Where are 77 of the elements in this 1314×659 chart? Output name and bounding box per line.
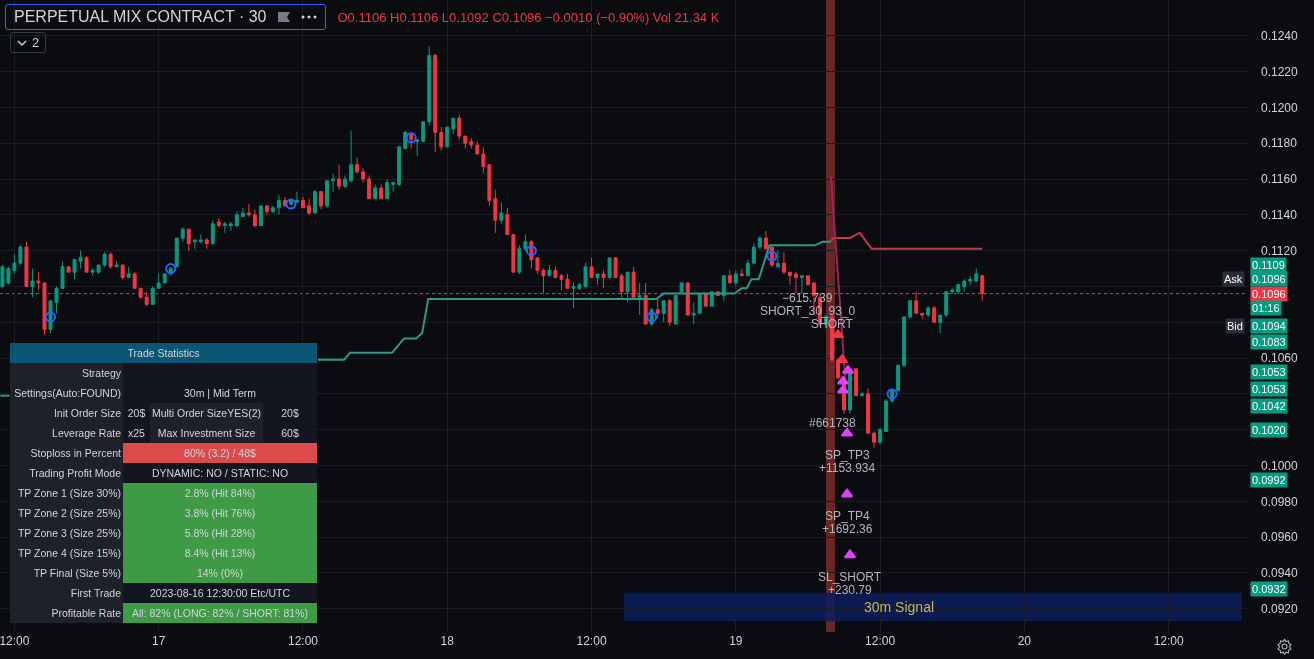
annotation: +1692.36 <box>822 522 873 536</box>
annotation: SL_SHORT <box>818 570 882 584</box>
annotation: 0.1094 <box>1252 320 1286 332</box>
y-tick-label: 0.1220 <box>1261 64 1299 79</box>
y-tick-label: 0.1200 <box>1261 100 1299 115</box>
x-tick-label: 12:00 <box>0 634 30 648</box>
y-tick-label: 0.1060 <box>1261 351 1299 366</box>
text: All: 82% (LONG: 82% / SHORT: 81%) <box>131 607 309 619</box>
category-label: TP Zone 4 (Size 15%) <box>10 543 123 563</box>
annotation: 0.1109 <box>1252 259 1285 271</box>
text: 80% (3.2) / 48$ <box>184 447 256 459</box>
text: 30m | Mid Term <box>184 387 256 399</box>
y-tick-label: 0.1160 <box>1261 172 1298 187</box>
text: 5.8% (Hit 28%) <box>184 527 256 539</box>
text: 8.4% (Hit 13%) <box>184 547 256 559</box>
annotation: 0.0992 <box>1252 474 1286 486</box>
category-label: Stoploss in Percent <box>10 443 123 463</box>
y-tick-label: 0.1240 <box>1261 29 1299 44</box>
y-tick-label: 0.1000 <box>1261 458 1299 473</box>
annotation: Bid <box>1227 320 1243 332</box>
annotation: 0.1083 <box>1252 336 1286 348</box>
category-label: Trading Profit Mode <box>10 463 123 483</box>
ref-line-label: 0.1096 <box>1252 288 1286 300</box>
annotation: 0.1053 <box>1252 366 1286 378</box>
text: 20$ <box>281 407 299 419</box>
annotation: 0.1042 <box>1252 400 1286 412</box>
x-tick-label: 12:00 <box>576 634 607 648</box>
annotation: 01:16 <box>1252 302 1280 314</box>
category-label: TP Zone 1 (Size 30%) <box>10 483 123 503</box>
x-tick-label: 12:00 <box>1153 634 1184 648</box>
text: PERPETUAL MIX CONTRACT · 30 <box>14 8 267 26</box>
band-label: 30m Signal <box>864 599 935 615</box>
category-label: TP Zone 2 (Size 25%) <box>10 503 123 523</box>
category-label: TP Zone 3 (Size 25%) <box>10 523 123 543</box>
y-tick-label: 0.0980 <box>1261 494 1299 509</box>
text: 14% (0%) <box>196 567 244 579</box>
y-tick-label: 0.1120 <box>1261 243 1298 258</box>
y-tick-label: 0.1180 <box>1261 136 1298 151</box>
category-label: Settings(Auto:FOUND) <box>10 383 123 403</box>
annotation: 2 <box>32 35 40 50</box>
text: 20$ <box>127 407 146 419</box>
y-tick-label: 0.1140 <box>1261 208 1298 223</box>
text: x25 <box>128 427 145 439</box>
category-label: Strategy <box>10 363 123 383</box>
annotation: SP_TP4 <box>825 509 871 523</box>
y-tick-label: 0.0940 <box>1261 566 1299 581</box>
annotation: 0.0932 <box>1252 583 1286 595</box>
category-label: Leverage Rate <box>10 423 123 443</box>
y-tick-label: 0.0920 <box>1261 601 1299 616</box>
annotation: +230.79 <box>828 583 873 597</box>
text: 3.8% (Hit 76%) <box>184 507 256 519</box>
text: DYNAMIC: NO / STATIC: NO <box>151 467 289 479</box>
annotation: #661738 <box>809 416 857 430</box>
annotation: SP_TP3 <box>825 448 871 462</box>
x-tick-label: 12:00 <box>865 634 896 648</box>
text: Multi Order SizeYES(2) <box>151 407 262 419</box>
text: Trade Statistics <box>10 343 317 363</box>
category-label: TP Final (Size 5%) <box>10 563 123 583</box>
text: 2023-08-16 12:30:00 Etc/UTC <box>149 587 291 599</box>
annotation: 0.1096 <box>1252 273 1286 285</box>
x-tick-label: 20 <box>1017 634 1032 648</box>
annotation: 0.1020 <box>1252 424 1286 436</box>
category-label: Profitable Rate <box>10 603 123 623</box>
y-tick-label: 0.0960 <box>1261 530 1299 545</box>
text: Max Investment Size <box>157 427 256 439</box>
x-tick-label: 19 <box>729 634 743 648</box>
annotation: +1153.934 <box>819 461 876 475</box>
category-label: Init Order Size <box>10 403 123 423</box>
text: 2.8% (Hit 84%) <box>184 487 256 499</box>
text: 60$ <box>281 427 299 439</box>
text: O0.1106 H0.1106 L0.1092 C0.1096 −0.0010 (−0.90%) Vol 21.34 K <box>337 9 720 25</box>
x-tick-label: 12:00 <box>287 634 319 648</box>
annotation: Ask <box>1224 273 1243 285</box>
x-tick-label: 17 <box>152 634 166 648</box>
x-tick-label: 18 <box>440 634 455 648</box>
annotation: 0.1053 <box>1252 383 1286 395</box>
category-label: First Trade <box>10 583 123 603</box>
